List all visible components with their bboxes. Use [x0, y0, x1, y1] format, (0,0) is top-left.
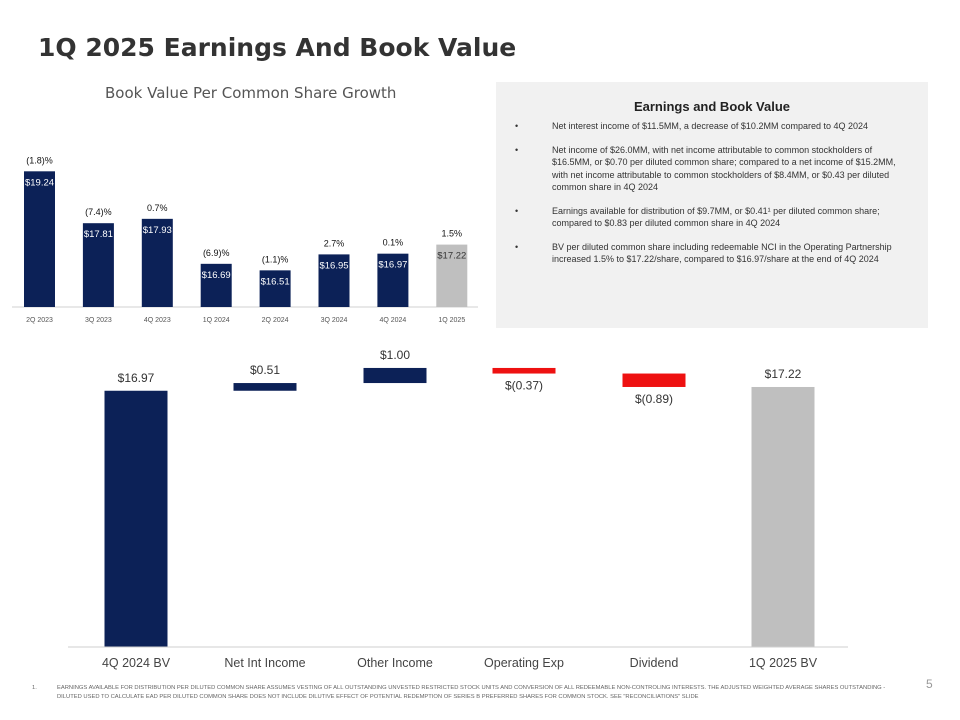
bv-chart-title: Book Value Per Common Share Growth	[105, 84, 397, 102]
footnote-number: 1.	[32, 685, 37, 691]
waterfall-value-label: $(0.37)	[505, 379, 543, 393]
waterfall-bar	[492, 367, 556, 374]
growth-label: (1.1)%	[262, 254, 289, 264]
panel-bullet: Earnings available for distribution of $…	[512, 205, 912, 230]
waterfall-value-label: $16.97	[118, 371, 155, 385]
bar-value-label: $16.97	[378, 260, 407, 271]
waterfall-category-label: Dividend	[630, 656, 679, 670]
x-tick-label: 3Q 2024	[321, 317, 348, 324]
growth-label: (1.8)%	[26, 155, 53, 165]
x-tick-label: 2Q 2024	[262, 317, 289, 324]
waterfall-category-label: 4Q 2024 BV	[102, 656, 171, 670]
waterfall-category-label: Operating Exp	[484, 656, 564, 670]
panel-bullet: Net interest income of $11.5MM, a decrea…	[512, 120, 912, 133]
waterfall-value-label: $(0.89)	[635, 392, 673, 406]
bar	[377, 253, 409, 307]
waterfall-bar	[104, 390, 168, 647]
bar-value-label: $17.22	[437, 251, 466, 262]
x-tick-label: 4Q 2024	[379, 317, 406, 324]
bar	[141, 218, 173, 307]
waterfall-bar	[363, 367, 427, 384]
waterfall-value-label: $0.51	[250, 363, 280, 377]
page-number: 5	[926, 677, 933, 691]
bv-waterfall-chart: $16.97 4Q 2024 BV $0.51 Net Int Income $1.00…	[68, 348, 848, 670]
x-tick-label: 2Q 2023	[26, 317, 53, 324]
bar	[436, 244, 468, 307]
growth-label: 1.5%	[442, 229, 463, 239]
bar-value-label: $19.24	[25, 177, 54, 188]
waterfall-value-label: $1.00	[380, 348, 410, 362]
footnote: 1. EARNINGS AVAILABLE FOR DISTRIBUTION P…	[32, 684, 892, 702]
bar-value-label: $16.95	[319, 260, 348, 271]
x-tick-label: 4Q 2023	[144, 317, 171, 324]
waterfall-bar	[622, 373, 686, 387]
bar	[259, 270, 291, 307]
bar	[82, 223, 114, 307]
waterfall-category-label: Net Int Income	[224, 656, 305, 670]
panel-bullets: Net interest income of $11.5MM, a decrea…	[512, 120, 912, 277]
growth-label: (7.4)%	[85, 207, 112, 217]
growth-label: 0.7%	[147, 203, 168, 213]
waterfall-bar	[233, 383, 297, 391]
panel-title: Earnings and Book Value	[633, 99, 791, 114]
bar	[200, 263, 232, 307]
x-tick-label: 1Q 2025	[438, 317, 465, 324]
growth-label: 2.7%	[324, 238, 345, 248]
waterfall-bar	[751, 386, 815, 647]
waterfall-category-label: Other Income	[357, 656, 433, 670]
bar-value-label: $16.51	[261, 276, 290, 287]
bar-value-label: $16.69	[202, 270, 231, 281]
growth-label: (6.9)%	[203, 248, 230, 258]
bar-value-label: $17.81	[84, 229, 113, 240]
waterfall-value-label: $17.22	[765, 367, 802, 381]
growth-label: 0.1%	[383, 238, 404, 248]
panel-bullet: BV per diluted common share including re…	[512, 241, 912, 266]
earnings-panel: Earnings and Book Value Net interest inc…	[496, 82, 928, 328]
waterfall-category-label: 1Q 2025 BV	[749, 656, 818, 670]
bar	[318, 254, 350, 307]
footnote-text: EARNINGS AVAILABLE FOR DISTRIBUTION PER …	[57, 685, 886, 700]
x-tick-label: 3Q 2023	[85, 317, 112, 324]
panel-bullet: Net income of $26.0MM, with net income a…	[512, 144, 912, 194]
slide-title: 1Q 2025 Earnings And Book Value	[38, 33, 517, 62]
bv-growth-chart: $19.24 (1.8)% 2Q 2023 $17.81 (7.4)% 3Q 2023 $1…	[12, 155, 478, 324]
bar-value-label: $17.93	[143, 225, 172, 236]
bar	[24, 171, 55, 307]
x-tick-label: 1Q 2024	[203, 317, 230, 324]
